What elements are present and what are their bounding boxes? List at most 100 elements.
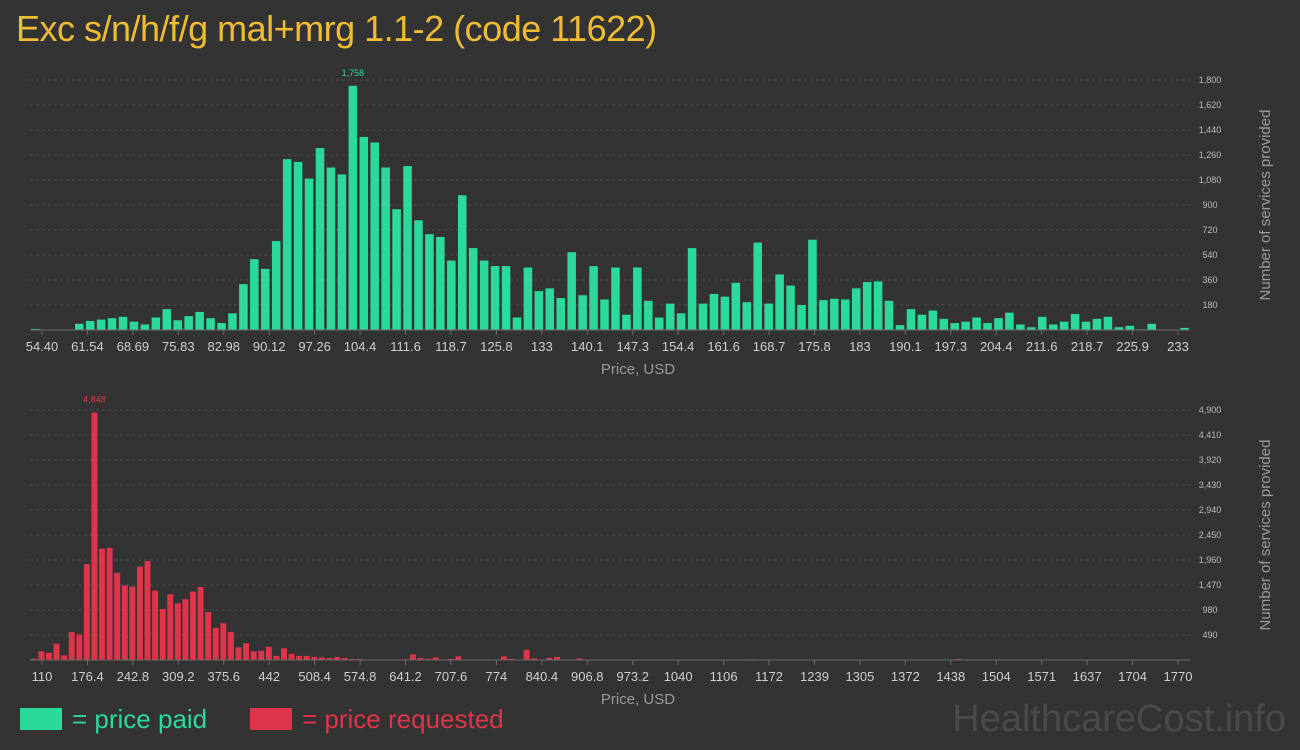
y-tick-label: 4,410 — [1199, 430, 1222, 440]
bar — [107, 318, 117, 330]
bar — [167, 594, 174, 660]
bar — [939, 318, 949, 330]
bar — [250, 651, 257, 660]
max-value-label: 1,758 — [342, 68, 365, 78]
bar — [622, 314, 631, 330]
x-tick-label: 1305 — [845, 669, 874, 684]
bar — [508, 658, 515, 660]
bar — [370, 142, 379, 330]
bar — [417, 657, 424, 660]
bar — [341, 657, 348, 660]
bar — [136, 566, 143, 660]
bar — [531, 658, 538, 660]
bar — [326, 167, 336, 330]
bar — [546, 657, 553, 660]
y-tick-label: 720 — [1202, 225, 1217, 235]
x-tick-label: 242.8 — [117, 669, 150, 684]
bar — [271, 241, 281, 330]
bar — [983, 323, 992, 330]
y-tick-label: 980 — [1202, 605, 1217, 615]
bar — [337, 174, 347, 330]
bar — [576, 658, 583, 660]
bar — [906, 309, 916, 330]
legend-requested-swatch — [250, 708, 292, 730]
bar — [961, 321, 970, 330]
bar — [144, 561, 151, 660]
x-tick-label: 68.69 — [117, 339, 150, 354]
y-tick-label: 1,440 — [1199, 125, 1222, 135]
bar — [152, 590, 159, 660]
x-tick-label: 574.8 — [344, 669, 377, 684]
x-tick-label: 1372 — [891, 669, 920, 684]
x-tick-label: 309.2 — [162, 669, 195, 684]
x-tick-label: 840.4 — [526, 669, 559, 684]
x-tick-label: 1040 — [664, 669, 693, 684]
bar — [1059, 321, 1069, 330]
legend-paid-swatch — [20, 708, 62, 730]
bar — [261, 268, 270, 330]
bar — [228, 313, 237, 330]
bar — [1081, 321, 1091, 330]
bar — [348, 85, 358, 330]
bar — [425, 234, 434, 330]
bar — [432, 657, 439, 660]
bar — [212, 627, 219, 660]
x-tick-label: 1438 — [936, 669, 965, 684]
bar — [1147, 323, 1156, 330]
bar — [479, 260, 489, 330]
bar — [425, 658, 431, 660]
x-tick-label: 1239 — [800, 669, 829, 684]
bar — [118, 316, 128, 330]
x-tick-label: 1704 — [1118, 669, 1147, 684]
x-tick-label: 197.3 — [935, 339, 968, 354]
bar — [190, 591, 196, 660]
x-tick-label: 1571 — [1027, 669, 1056, 684]
bar — [994, 318, 1003, 330]
bar — [68, 631, 75, 660]
max-value-label: 4,848 — [83, 395, 106, 405]
bar — [173, 320, 183, 330]
bar — [950, 323, 959, 330]
x-tick-label: 204.4 — [980, 339, 1013, 354]
bar — [121, 585, 128, 660]
bar — [239, 284, 248, 330]
bar — [91, 412, 98, 660]
y-tick-label: 4,900 — [1199, 405, 1222, 415]
bar — [318, 657, 325, 660]
bar — [250, 259, 259, 330]
x-tick-label: 1106 — [710, 669, 738, 684]
bar — [381, 167, 390, 330]
bar — [129, 321, 139, 330]
bar — [296, 655, 303, 660]
legend-requested: = price requested — [250, 704, 504, 735]
x-tick-label: 175.8 — [798, 339, 831, 354]
x-tick-label: 973.2 — [616, 669, 649, 684]
bar — [553, 656, 560, 660]
bar — [304, 178, 314, 330]
bar — [359, 136, 369, 330]
x-tick-label: 154.4 — [662, 339, 695, 354]
x-tick-label: 508.4 — [298, 669, 331, 684]
bar — [243, 643, 250, 660]
bar — [455, 656, 462, 660]
bar — [523, 267, 533, 330]
bar — [786, 285, 795, 330]
x-tick-label: 147.3 — [616, 339, 649, 354]
bar — [764, 303, 773, 330]
bar — [490, 266, 500, 330]
bar — [206, 318, 215, 330]
x-tick-label: 140.1 — [571, 339, 604, 354]
x-tick-label: 118.7 — [435, 339, 467, 354]
bar — [349, 658, 356, 660]
x-tick-label: 774 — [486, 669, 508, 684]
bar — [534, 291, 544, 330]
bar — [928, 310, 938, 330]
bar — [1005, 312, 1014, 330]
bar — [523, 649, 530, 660]
bar — [731, 282, 741, 330]
bar — [567, 252, 576, 330]
bar — [589, 266, 598, 330]
bar — [500, 656, 507, 660]
x-tick-label: 75.83 — [162, 339, 195, 354]
